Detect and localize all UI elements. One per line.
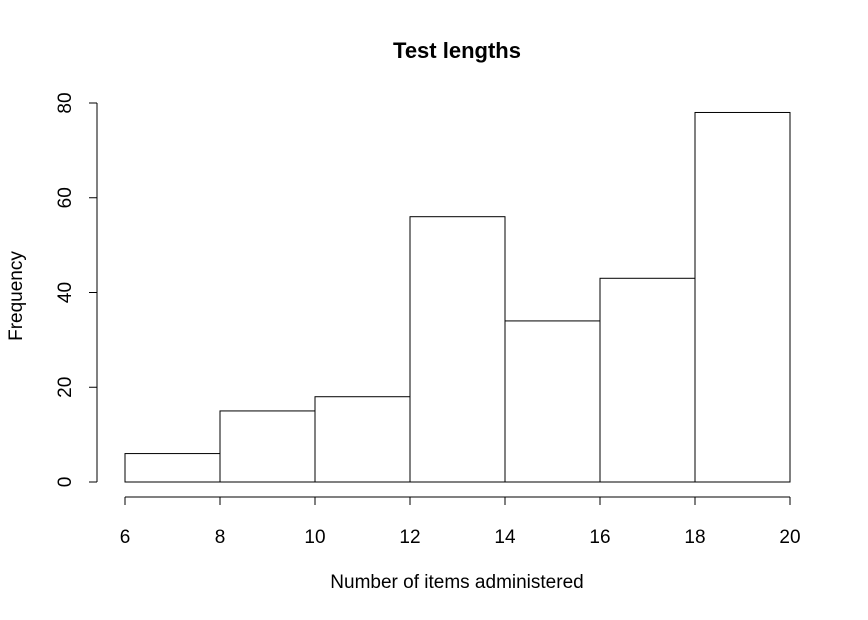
x-tick-label: 20 xyxy=(779,527,800,548)
histogram-bar xyxy=(504,320,601,483)
histogram-bar xyxy=(124,453,221,483)
histogram-bar xyxy=(409,216,506,483)
histogram-bar xyxy=(314,396,411,483)
histogram-bar xyxy=(694,111,791,483)
y-tick-label: 20 xyxy=(55,377,76,398)
x-tick-label: 14 xyxy=(494,527,516,548)
chart-title: Test lengths xyxy=(393,38,521,63)
y-tick-label: 60 xyxy=(55,187,76,208)
y-axis: 0 20 40 60 80 xyxy=(55,92,98,488)
x-tick-label: 16 xyxy=(589,527,610,548)
x-tick-label: 6 xyxy=(120,527,131,548)
x-tick-label: 18 xyxy=(684,527,705,548)
x-tick-label: 10 xyxy=(304,527,325,548)
y-tick-label: 80 xyxy=(55,92,76,113)
x-axis-label: Number of items administered xyxy=(330,572,583,593)
y-tick-label: 40 xyxy=(55,282,76,303)
bars-group xyxy=(124,111,791,483)
x-axis: 6 8 10 12 14 16 18 20 xyxy=(120,496,801,548)
y-tick-label: 0 xyxy=(55,477,76,488)
y-axis-label: Frequency xyxy=(6,251,27,341)
x-tick-label: 8 xyxy=(215,527,226,548)
histogram-bar xyxy=(599,277,696,483)
x-tick-label: 12 xyxy=(399,527,420,548)
histogram-bar xyxy=(219,410,316,483)
